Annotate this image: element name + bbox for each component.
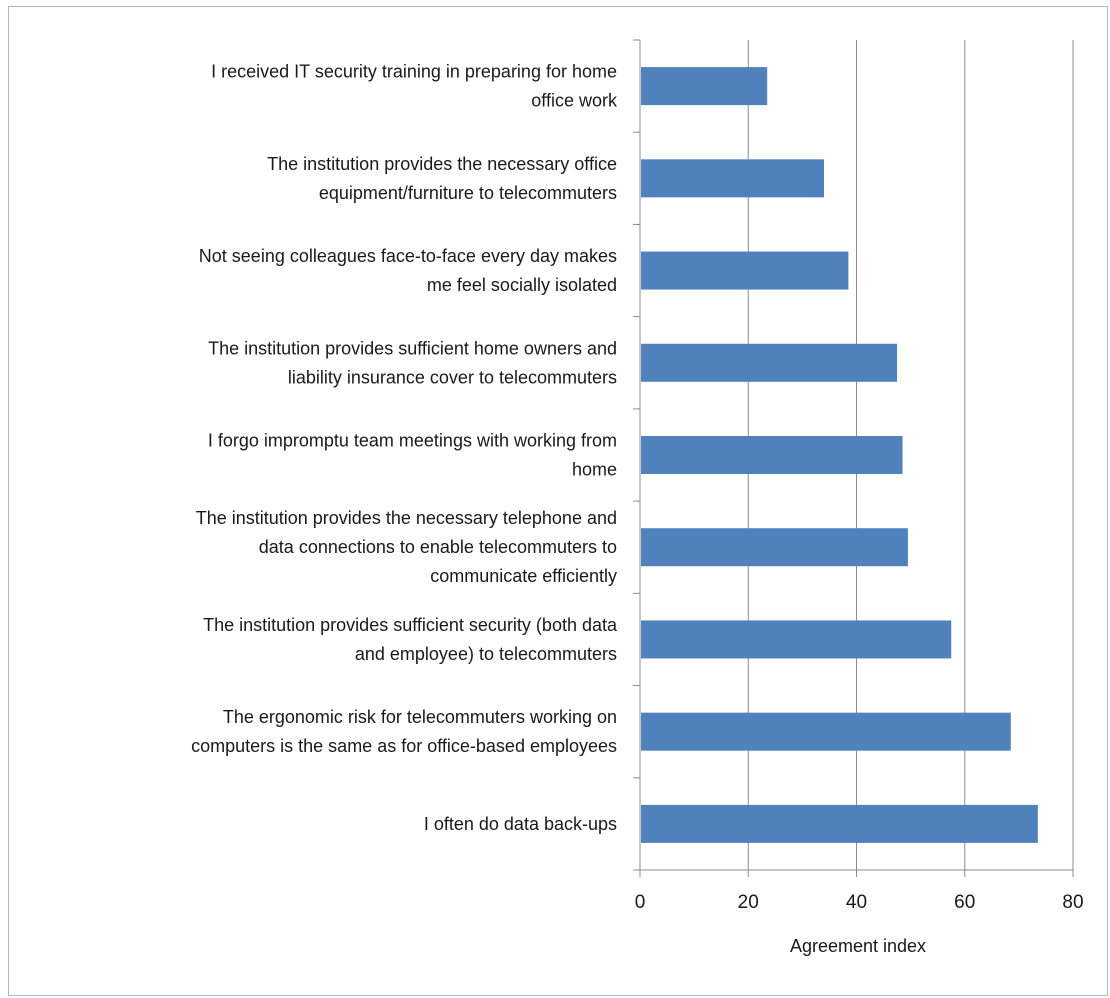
bar-8 (641, 712, 1011, 751)
bar-3 (641, 251, 849, 290)
bars (641, 67, 1038, 843)
category-label-5-line-1: I forgo impromptu team meetings with wor… (208, 431, 617, 451)
category-label-8-line-2: computers is the same as for office-base… (191, 736, 617, 756)
bar-7 (641, 620, 952, 659)
category-label-9-line-1: I often do data back-ups (424, 814, 617, 834)
x-tick-label-60: 60 (954, 892, 975, 913)
bar-5 (641, 436, 903, 474)
category-labels: I received IT security training in prepa… (191, 62, 618, 834)
category-label-8-line-1: The ergonomic risk for telecommuters wor… (223, 707, 617, 727)
x-tick-label-80: 80 (1062, 892, 1083, 913)
category-label-4-line-2: liability insurance cover to telecommute… (288, 367, 617, 387)
category-label-6-line-2: data connections to enable telecommuters… (259, 537, 617, 557)
bar-6 (641, 528, 908, 567)
x-tick-label-40: 40 (846, 892, 867, 913)
category-label-6-line-3: communicate efficiently (430, 566, 617, 586)
bar-4 (641, 343, 898, 382)
x-tick-label-0: 0 (635, 892, 646, 913)
category-label-2-line-2: equipment/furniture to telecommuters (319, 183, 617, 203)
bar-2 (641, 159, 825, 198)
bar-9 (641, 804, 1038, 843)
x-axis-title: Agreement index (790, 936, 926, 956)
category-label-3-line-2: me feel socially isolated (427, 275, 617, 295)
bar-1 (641, 67, 768, 106)
category-label-5-line-2: home (572, 460, 617, 480)
category-label-4-line-1: The institution provides sufficient home… (208, 338, 617, 358)
category-label-2-line-1: The institution provides the necessary o… (267, 154, 617, 174)
axes (633, 39, 1074, 877)
category-label-7-line-2: and employee) to telecommuters (355, 644, 617, 664)
category-label-1-line-1: I received IT security training in prepa… (211, 62, 617, 82)
category-label-6-line-1: The institution provides the necessary t… (196, 508, 617, 528)
x-tick-label-20: 20 (738, 892, 759, 913)
x-tick-labels: 0 20 40 60 80 (635, 892, 1084, 913)
category-label-7-line-1: The institution provides sufficient secu… (203, 615, 618, 635)
category-label-3-line-1: Not seeing colleagues face-to-face every… (199, 246, 617, 266)
category-label-1-line-2: office work (531, 91, 618, 111)
